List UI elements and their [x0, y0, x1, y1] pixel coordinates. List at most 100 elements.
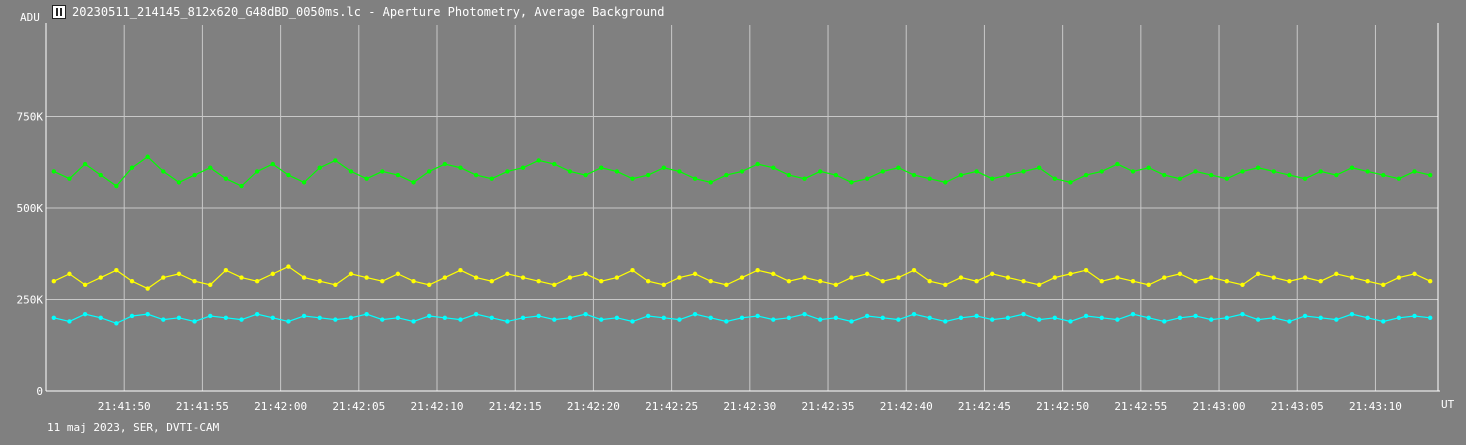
observation-info: 11 maj 2023, SER, DVTI-CAM — [47, 421, 220, 434]
cyan-series-point — [364, 311, 369, 317]
yellow-series-point — [98, 275, 103, 280]
cyan-series-point — [771, 317, 776, 322]
green-series-point — [1318, 169, 1323, 174]
cyan-series-point — [958, 315, 964, 320]
x-tick-label: 21:43:00 — [1193, 400, 1246, 413]
green-series-point — [51, 169, 57, 174]
yellow-series-point — [614, 275, 620, 280]
green-series-point — [1381, 172, 1386, 178]
x-tick-label: 21:42:45 — [958, 400, 1011, 413]
yellow-series-point — [1005, 275, 1011, 280]
cyan-series-point — [114, 321, 119, 326]
x-tick-label: 21:42:10 — [411, 400, 464, 413]
green-series-point — [864, 176, 870, 181]
green-series-point — [82, 161, 88, 167]
yellow-series-point — [677, 275, 682, 280]
yellow-series-point — [270, 271, 275, 277]
yellow-series-point — [958, 275, 964, 280]
yellow-series-point — [82, 282, 88, 288]
x-tick-label: 21:42:55 — [1114, 400, 1167, 413]
cyan-series-point — [818, 317, 823, 322]
yellow-series-point — [990, 271, 995, 277]
green-series-point — [364, 176, 369, 181]
green-series-point — [520, 165, 526, 170]
x-tick-label: 21:42:25 — [645, 400, 698, 413]
green-series-point — [536, 158, 541, 163]
green-series-point — [114, 183, 119, 189]
cyan-series-point — [614, 315, 620, 320]
cyan-series-point — [254, 311, 260, 317]
yellow-series-point — [67, 271, 72, 277]
cyan-series-point — [1083, 313, 1089, 319]
yellow-series-point — [567, 275, 573, 280]
cyan-series-point — [239, 317, 244, 322]
cyan-series-point — [1427, 315, 1433, 320]
green-series-point — [411, 180, 416, 185]
cyan-series-point — [270, 315, 275, 320]
cyan-series-point — [426, 313, 432, 319]
x-tick-label: 21:42:30 — [723, 400, 776, 413]
green-series-point — [911, 172, 917, 178]
green-series-point — [1068, 180, 1073, 185]
cyan-series-point — [176, 315, 182, 320]
window-title-bar: 20230511_214145_812x620_G48dBD_0050ms.lc… — [52, 3, 664, 21]
green-series-point — [348, 169, 354, 174]
cyan-series-point — [1240, 311, 1245, 317]
cyan-series-point — [1115, 317, 1120, 322]
green-series-point — [1146, 165, 1151, 170]
green-series-point — [1287, 172, 1292, 178]
yellow-series-point — [1224, 279, 1230, 284]
cyan-series-point — [505, 319, 510, 324]
green-series-point — [1427, 172, 1433, 178]
yellow-series-point — [864, 271, 870, 277]
yellow-series-point — [1068, 271, 1073, 277]
yellow-series-point — [943, 282, 948, 288]
green-series-point — [1349, 165, 1355, 170]
green-series-point — [1365, 169, 1370, 174]
yellow-series-point — [1193, 279, 1198, 284]
green-series-point — [208, 165, 213, 170]
green-series-point — [161, 169, 166, 174]
green-series-point — [1412, 169, 1417, 174]
cyan-series-point — [520, 315, 526, 320]
green-series-point — [1115, 161, 1120, 167]
yellow-series-point — [1365, 279, 1370, 284]
yellow-series-point — [1271, 275, 1276, 280]
cyan-series-point — [1412, 313, 1417, 319]
green-series-point — [896, 165, 901, 170]
yellow-series-point — [1318, 279, 1323, 284]
x-tick-label: 21:43:05 — [1271, 400, 1324, 413]
green-series-point — [1334, 172, 1339, 178]
x-tick-label: 21:42:05 — [332, 400, 385, 413]
yellow-series-point — [896, 275, 901, 280]
yellow-series-point — [458, 268, 463, 273]
green-series-point — [1271, 169, 1276, 174]
green-series-point — [254, 169, 260, 174]
cyan-series-point — [552, 317, 557, 322]
lightcurve-app-icon[interactable] — [52, 5, 66, 19]
green-series-point — [630, 176, 635, 181]
cyan-series-point — [98, 315, 103, 320]
green-series-point — [98, 172, 103, 178]
x-tick-label: 21:42:35 — [802, 400, 855, 413]
green-series-point — [818, 169, 823, 174]
cyan-series-point — [129, 313, 135, 319]
yellow-series-point — [833, 282, 839, 288]
tick-labels: 0 250K 500K 750K 21:41:50 21:41:55 21:42:00 21:… — [17, 111, 1402, 414]
x-tick-label: 21:41:50 — [98, 400, 151, 413]
green-series-point — [974, 169, 979, 174]
green-series-point — [1193, 169, 1198, 174]
yellow-series-point — [208, 282, 213, 288]
yellow-series-point — [348, 271, 354, 277]
yellow-series-point — [708, 279, 713, 284]
green-series-point — [270, 161, 275, 167]
cyan-series-point — [724, 319, 729, 324]
yellow-series-point — [692, 271, 698, 277]
green-series-point — [1036, 165, 1042, 170]
x-axis-unit-label: UT — [1441, 398, 1455, 411]
yellow-series-point — [911, 268, 917, 273]
cyan-series-point — [786, 315, 792, 320]
cyan-series-point — [192, 319, 197, 324]
x-tick-label: 21:42:40 — [880, 400, 933, 413]
